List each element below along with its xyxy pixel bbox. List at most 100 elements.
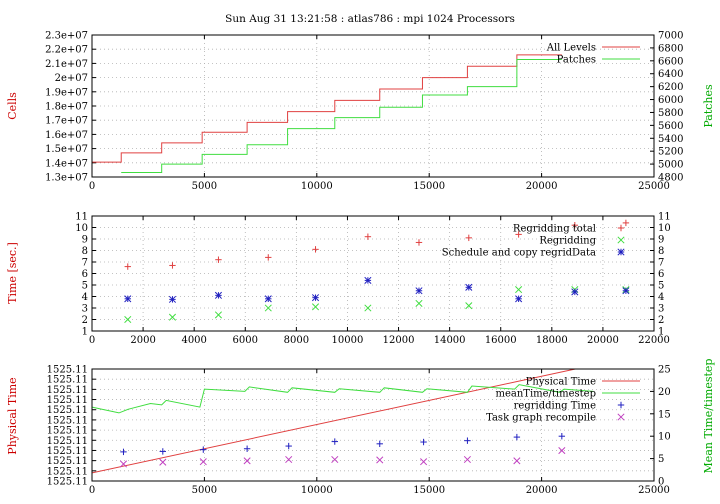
ytick-label: 2e+07 [55,73,88,84]
series-task-graph-recompile-point-d2 [513,457,521,465]
panel2-ylabel: Time [sec.] [6,242,19,304]
series-schedule-and-copy-regriddata-point-d2 [124,295,132,303]
ytick-label: 1.5e+07 [45,144,88,155]
ytick-label: 2.2e+07 [45,45,88,56]
y2tick-label: 4 [658,292,664,303]
y2tick-label: 5800 [658,108,683,119]
legend-label: All Levels [546,43,596,54]
plot-frame [91,34,655,178]
series-regridding-point-d2 [124,315,132,324]
ytick-label: 2.1e+07 [45,59,88,70]
y2tick-label: 5000 [658,160,683,171]
ytick-label: 1.3e+07 [45,173,88,184]
panel-physical-time: 0 5000 10000 15000 20000 250001525.111525.111… [47,365,671,497]
y2tick-label: 8 [658,246,664,257]
series-regridding-point-d2 [465,302,473,310]
xtick-label: 0 [89,485,95,496]
plot-frame [91,368,655,482]
xtick-label: 20000 [587,335,619,346]
series-schedule-and-copy-regriddata-point-d2 [571,288,579,296]
legend-label: meanTime/timestep [495,389,596,400]
ytick-label: 11 [75,212,88,223]
ytick-label: 5 [82,281,88,292]
legend-swatch-d2 [617,248,625,256]
legend-label: Task graph recompile [486,413,596,424]
series-task-graph-recompile-point-d2 [199,458,207,466]
series-schedule-and-copy-regriddata-point-d2 [264,295,272,303]
series-schedule-and-copy-regriddata-point-d2 [415,287,423,295]
xtick-label: 8000 [284,335,309,346]
xtick-label: 25000 [638,181,670,192]
series-meantime-timestep-line [91,384,594,414]
xtick-label: 25000 [638,485,670,496]
ytick-label: 2.3e+07 [45,31,88,42]
panel-regrid-timing: 0 2000 4000 6000 8000 10000 12000 14000 16000 180… [75,212,670,347]
xtick-label: 15000 [413,485,445,496]
ytick-label: 6 [82,269,88,280]
series-schedule-and-copy-regriddata-point-d2 [515,295,523,303]
xtick-label: 5000 [192,181,217,192]
y2tick-label: 6200 [658,82,683,93]
y2tick-label: 1 [658,327,664,338]
series-patches-line [121,59,562,173]
y2tick-label: 5400 [658,134,683,145]
y2tick-label: 2 [658,315,664,326]
y2tick-label: 11 [658,212,671,223]
xtick-label: 10000 [332,335,364,346]
ytick-label: 1525.11 [47,395,88,406]
xtick-label: 6000 [233,335,258,346]
y2tick-label: 15 [658,409,671,420]
ytick-label: 10 [75,223,88,234]
legend-label: Regridding total [513,224,596,235]
y2tick-label: 6400 [658,69,683,80]
panel-cells-patches: 0 5000 10000 15000 20000 25000 1.3e+07 1.4e+07 1… [45,31,683,193]
xtick-label: 0 [89,335,95,346]
series-regridding-point-d2 [264,304,272,312]
ytick-label: 1525.11 [47,446,88,457]
ytick-label: 1.4e+07 [45,158,88,169]
xtick-label: 20000 [526,485,558,496]
series-regridding-point-d2 [415,299,423,307]
ytick-label: 1.8e+07 [45,102,88,113]
y2tick-label: 0 [658,477,664,488]
ytick-label: 1525.11 [47,426,88,437]
y2tick-label: 6600 [658,56,683,67]
series-schedule-and-copy-regriddata-point-d2 [311,294,320,302]
xtick-label: 20000 [526,181,558,192]
y2tick-label: 7000 [658,31,683,42]
xtick-label: 4000 [181,335,206,346]
ytick-label: 2 [82,315,88,326]
series-all-levels-line [92,54,562,163]
xtick-label: 22000 [638,335,670,346]
series-task-graph-recompile-point-d2 [159,458,167,466]
y2tick-label: 5 [658,281,664,292]
ytick-label: 1525.11 [47,365,88,376]
y2tick-label: 6 [658,269,664,280]
y2tick-label: 5200 [658,147,683,158]
series-regridding-point-d2 [364,304,372,312]
ytick-label: 1 [82,327,88,338]
ytick-label: 1525.11 [47,466,88,477]
ytick-label: 1525.11 [47,385,88,396]
series-task-graph-recompile-point-d2 [463,455,471,464]
y2tick-label: 10 [658,223,671,234]
series-task-graph-recompile-point-d2 [376,456,384,464]
panel3-ylabel: Physical Time [6,377,19,454]
xtick-label: 12000 [383,335,415,346]
series-regridding-point-d2 [311,303,320,311]
plot-frame [91,215,655,332]
ytick-label: 1.7e+07 [45,116,88,127]
series-schedule-and-copy-regriddata-point-d2 [168,295,177,303]
series-regridding-point-d2 [168,313,177,321]
ytick-label: 1525.11 [47,405,88,416]
y2tick-label: 5 [658,454,664,465]
legend-swatch-d2 [617,236,625,244]
ytick-label: 1525.11 [47,436,88,447]
ytick-label: 1.6e+07 [45,130,88,141]
xtick-label: 2000 [130,335,155,346]
xtick-label: 16000 [485,335,517,346]
ytick-label: 9 [82,235,88,246]
ytick-label: 1525.11 [47,375,88,386]
series-physical-time-line [91,368,576,474]
